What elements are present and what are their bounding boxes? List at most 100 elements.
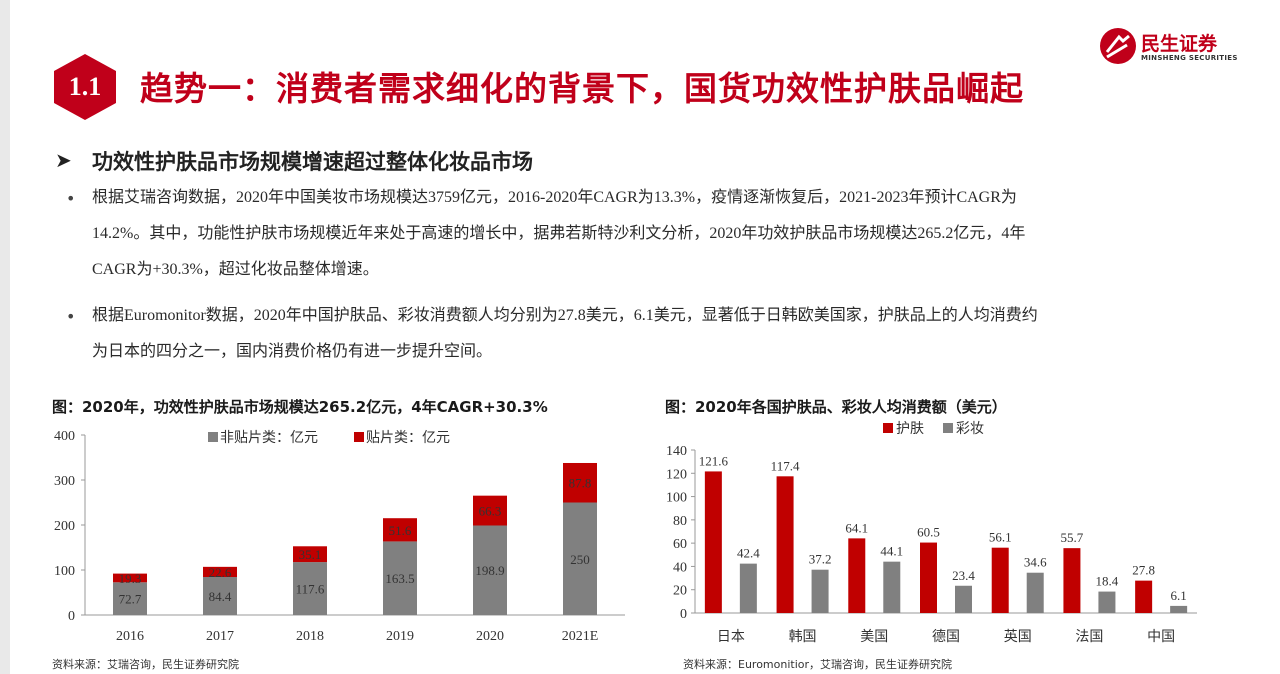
y-tick-label: 400 <box>54 429 75 444</box>
bar-segment-patch <box>113 573 147 583</box>
data-label: 18.4 <box>1096 574 1119 589</box>
bar-makeup <box>1026 572 1044 613</box>
bar-makeup <box>1098 591 1116 613</box>
y-tick-label: 0 <box>68 609 75 624</box>
data-label: 34.6 <box>1024 555 1047 570</box>
bar-skincare <box>1135 580 1153 613</box>
bar-skincare <box>848 538 866 613</box>
x-tick-label: 2021E <box>562 629 599 644</box>
legend-label: 彩妆 <box>956 421 984 437</box>
right-figure-source: 资料来源：Euromonitior，艾瑞咨询，民生证券研究院 <box>683 658 953 671</box>
paragraph-line: CAGR为+30.3%，超过化妆品整体增速。 <box>92 261 379 278</box>
y-tick-label: 200 <box>54 519 75 534</box>
x-tick-label: 2017 <box>206 629 234 644</box>
data-label: 198.9 <box>475 563 504 578</box>
data-label: 42.4 <box>737 546 760 561</box>
bar-segment-non-patch <box>113 582 147 615</box>
x-tick-label: 中国 <box>1147 629 1175 645</box>
logo-chinese-name: 民生证券 <box>1141 33 1218 55</box>
bar-makeup <box>955 585 972 613</box>
bar-segment-non-patch <box>383 541 417 615</box>
data-label: 72.7 <box>119 592 142 607</box>
legend-swatch <box>943 423 953 433</box>
y-tick-label: 40 <box>673 560 687 575</box>
x-tick-label: 英国 <box>1004 628 1032 645</box>
data-label: 19.3 <box>119 571 142 586</box>
y-tick-label: 120 <box>666 467 687 482</box>
arrow-bullet-icon: ➤ <box>55 148 72 172</box>
paragraph-line: 为日本的四分之一，国内消费价格仍有进一步提升空间。 <box>92 343 493 360</box>
x-tick-label: 韩国 <box>789 629 817 645</box>
hexagon-badge-icon <box>54 54 116 120</box>
y-tick-label: 100 <box>666 491 687 506</box>
data-label: 27.8 <box>1132 563 1155 578</box>
subheading: 功效性护肤品市场规模增速超过整体化妆品市场 <box>92 150 533 174</box>
y-tick-label: 20 <box>673 584 687 599</box>
data-label: 64.1 <box>845 520 868 535</box>
data-label: 250 <box>570 552 590 567</box>
x-tick-label: 2020 <box>476 629 504 644</box>
bar-segment-non-patch <box>293 562 327 615</box>
bullet-dot-icon: • <box>66 189 76 208</box>
bar-segment-non-patch <box>473 525 507 615</box>
bar-segment-patch <box>383 518 417 542</box>
y-tick-label: 60 <box>673 537 687 552</box>
data-label: 44.1 <box>880 544 903 559</box>
y-tick-label: 0 <box>680 607 687 622</box>
x-tick-label: 2018 <box>296 629 324 644</box>
data-label: 23.4 <box>952 568 975 583</box>
slide-title: 趋势一：消费者需求细化的背景下，国货功效性护肤品崛起 <box>140 69 1024 108</box>
x-tick-label: 法国 <box>1075 629 1103 645</box>
bar-segment-patch <box>563 462 597 503</box>
legend-label: 贴片类：亿元 <box>366 430 450 446</box>
legend-swatch <box>208 432 218 442</box>
bar-skincare <box>991 547 1009 613</box>
legend-swatch <box>883 423 893 433</box>
bar-segment-non-patch <box>563 502 597 615</box>
y-tick-label: 80 <box>673 514 687 529</box>
paragraph-line: 根据Euromonitor数据，2020年中国护肤品、彩妆消费额人均分别为27.… <box>92 307 1038 324</box>
bar-makeup <box>1170 605 1188 613</box>
bar-skincare <box>920 542 937 613</box>
y-tick-label: 300 <box>54 474 75 489</box>
logo-english-name: MINSHENG SECURITIES <box>1141 54 1238 62</box>
data-label: 117.4 <box>771 458 800 473</box>
data-label: 66.3 <box>479 504 502 519</box>
data-label: 55.7 <box>1061 530 1084 545</box>
brand-logo: 民生证券 MINSHENG SECURITIES <box>1099 27 1249 67</box>
left-stacked-bar-chart: 0 100 200 300 400 2016 72.7 19.3 2017 84.4 22.6 201… <box>54 429 625 644</box>
bullet-dot-icon: • <box>66 307 76 326</box>
data-label: 35.1 <box>299 547 322 562</box>
left-figure-source: 资料来源：艾瑞咨询，民生证券研究院 <box>52 658 239 671</box>
x-tick-label: 2016 <box>116 629 144 644</box>
data-label: 87.8 <box>569 476 592 491</box>
bar-segment-patch <box>203 566 237 578</box>
data-label: 84.4 <box>209 589 232 604</box>
data-label: 6.1 <box>1171 588 1187 603</box>
y-tick-label: 100 <box>54 564 75 579</box>
bar-skincare <box>1063 548 1081 613</box>
bar-segment-patch <box>473 495 507 526</box>
left-figure-title: 图：2020年，功效性护肤品市场规模达265.2亿元，4年CAGR+30.3% <box>52 398 548 416</box>
bar-skincare <box>776 476 794 613</box>
x-tick-label: 美国 <box>860 629 888 645</box>
bar-makeup <box>811 569 829 613</box>
paragraph-line: 根据艾瑞咨询数据，2020年中国美妆市场规模达3759亿元，2016-2020年… <box>92 189 1017 206</box>
paragraph-1: 根据艾瑞咨询数据，2020年中国美妆市场规模达3759亿元，2016-2020年… <box>92 180 1252 288</box>
data-label: 60.5 <box>917 525 940 540</box>
right-grouped-bar-chart: 0 20 40 60 80 100 120 140 日本 121.6 42.4 韩国 117.4 37.2… <box>666 421 1197 645</box>
data-label: 163.5 <box>385 571 414 586</box>
data-label: 121.6 <box>699 453 729 468</box>
left-edge-bar <box>0 0 10 674</box>
x-tick-label: 2019 <box>386 629 414 644</box>
paragraph-line: 14.2%。其中，功能性护肤市场规模近年来处于高速的增长中，据弗若斯特沙利文分析… <box>92 225 1026 242</box>
data-label: 56.1 <box>989 530 1012 545</box>
legend-swatch <box>354 432 364 442</box>
bar-makeup <box>883 561 901 613</box>
y-tick-label: 140 <box>666 444 687 459</box>
data-label: 117.6 <box>296 582 325 597</box>
legend-label: 护肤 <box>896 421 924 437</box>
bar-segment-patch <box>293 546 327 563</box>
bar-segment-non-patch <box>203 577 237 615</box>
right-figure-title: 图：2020年各国护肤品、彩妆人均消费额（美元） <box>665 398 1007 416</box>
